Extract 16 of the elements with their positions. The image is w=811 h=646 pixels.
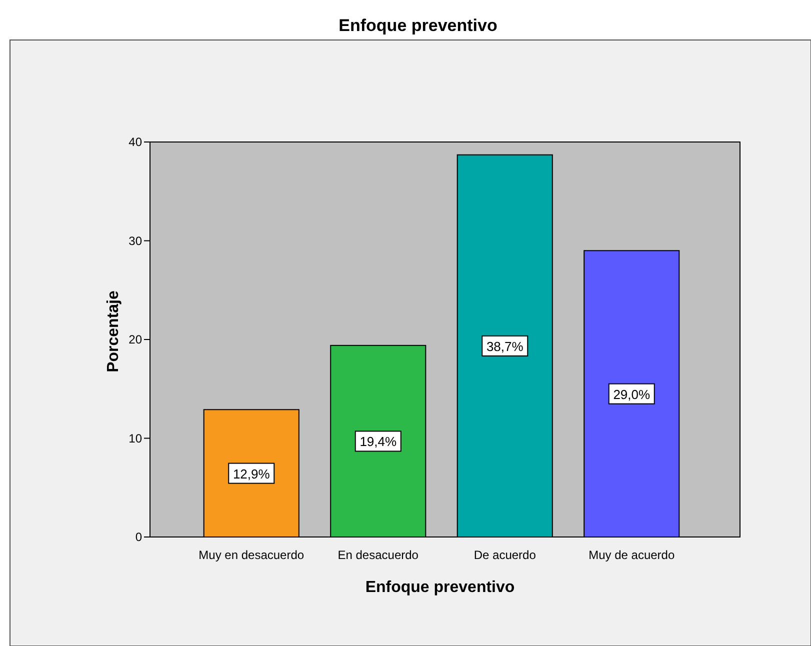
y-tick-label: 40 <box>128 135 142 149</box>
x-tick-label: Muy de acuerdo <box>588 548 675 562</box>
y-tick-label: 20 <box>128 332 142 346</box>
y-tick-label: 10 <box>128 431 142 446</box>
data-label: 19,4% <box>360 434 397 450</box>
chart-title: Enfoque preventivo <box>338 16 498 35</box>
data-label: 38,7% <box>486 338 524 354</box>
x-axis-title: Enfoque preventivo <box>365 579 515 596</box>
x-tick-label: En desacuerdo <box>338 548 419 562</box>
y-tick-label: 0 <box>135 530 142 544</box>
y-tick-label: 30 <box>128 234 142 248</box>
y-axis-title: Porcentaje <box>105 290 122 372</box>
data-label: 29,0% <box>613 386 650 402</box>
data-label: 12,9% <box>232 466 270 482</box>
x-tick-label: Muy en desacuerdo <box>198 548 304 562</box>
x-tick-label: De acuerdo <box>474 548 536 562</box>
